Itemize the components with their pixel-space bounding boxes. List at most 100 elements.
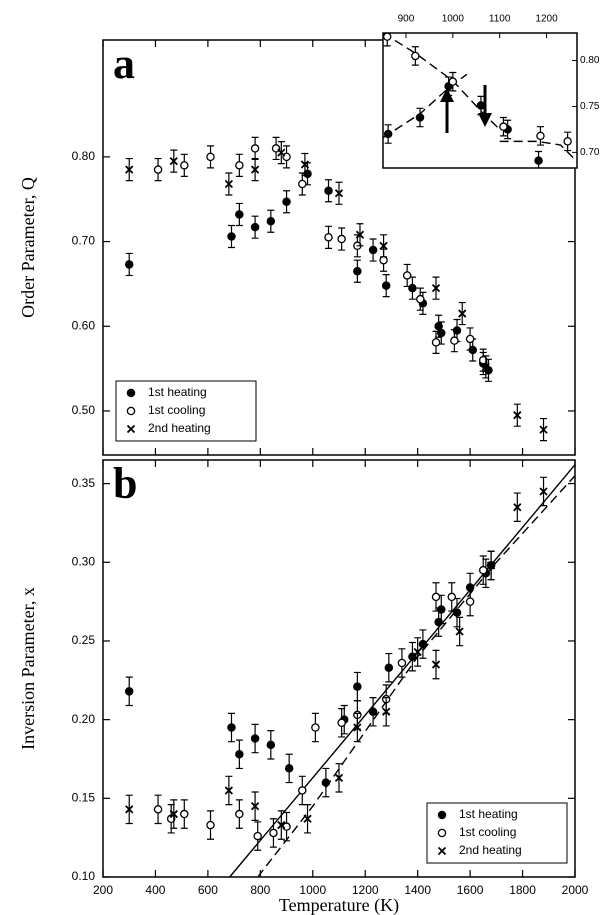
marker-filled bbox=[437, 810, 447, 820]
x-axis-label: Temperature (K) bbox=[279, 895, 399, 915]
legend: 1st heating 1st cooling 2nd heating bbox=[115, 380, 257, 442]
y-tick-label: 0.15 bbox=[72, 790, 96, 804]
marker-filled bbox=[266, 216, 276, 226]
marker-x bbox=[539, 487, 548, 496]
marker-open bbox=[411, 51, 420, 61]
marker-x bbox=[413, 647, 422, 657]
panel-label: a bbox=[113, 39, 135, 88]
marker-filled bbox=[383, 129, 393, 139]
marker-x bbox=[334, 189, 344, 198]
plot-frame bbox=[102, 459, 576, 878]
marker-open bbox=[563, 137, 572, 146]
marker-filled bbox=[408, 283, 417, 293]
marker-filled bbox=[381, 281, 391, 290]
marker-filled bbox=[124, 260, 134, 269]
marker-filled bbox=[452, 326, 462, 335]
marker-open bbox=[166, 814, 176, 824]
marker-filled bbox=[353, 266, 362, 276]
y-tick-label: 0.10 bbox=[72, 869, 96, 883]
marker-filled bbox=[284, 764, 294, 773]
legend-box bbox=[426, 802, 568, 864]
x-tick-label: 1000 bbox=[442, 14, 465, 25]
marker-open bbox=[478, 565, 488, 575]
x-tick-label: 1200 bbox=[352, 883, 379, 897]
marker-open bbox=[324, 233, 333, 242]
legend-label: 2nd heating bbox=[148, 421, 211, 435]
marker-x bbox=[355, 230, 365, 239]
inset-arrows bbox=[440, 85, 492, 133]
marker-x bbox=[353, 723, 362, 732]
marker-x bbox=[379, 241, 388, 250]
y-tick-label: 0.60 bbox=[72, 318, 96, 332]
marker-filled bbox=[250, 222, 260, 232]
marker-open bbox=[206, 820, 215, 830]
marker-open bbox=[311, 723, 320, 732]
marker-x bbox=[539, 425, 548, 434]
x-tick-label: 600 bbox=[198, 883, 218, 897]
marker-filled bbox=[266, 740, 276, 750]
marker-open bbox=[153, 165, 163, 174]
marker-filled bbox=[368, 245, 378, 255]
x-tick-label: 400 bbox=[145, 883, 165, 897]
marker-open bbox=[298, 786, 307, 795]
marker-open bbox=[379, 255, 388, 265]
marker-x bbox=[250, 802, 260, 811]
marker-open bbox=[397, 658, 407, 668]
marker-x bbox=[224, 179, 234, 189]
legend-label: 2nd heating bbox=[459, 843, 522, 857]
marker-open bbox=[206, 152, 215, 162]
marker-open bbox=[180, 809, 189, 819]
marker-open bbox=[402, 271, 412, 280]
marker-x bbox=[224, 786, 234, 795]
x-tick-label: 1200 bbox=[535, 14, 558, 25]
x-tick-label: 1800 bbox=[509, 883, 536, 897]
marker-open bbox=[499, 122, 508, 131]
dashed-fit-line bbox=[383, 73, 468, 139]
marker-open bbox=[337, 234, 346, 244]
arrow-head bbox=[440, 88, 454, 102]
y-tick-label: 0.80 bbox=[580, 55, 600, 66]
marker-filled bbox=[124, 687, 134, 696]
y-tick-label: 0.35 bbox=[72, 476, 96, 490]
y-tick-label: 0.80 bbox=[72, 149, 96, 163]
x-tick-label: 1000 bbox=[299, 883, 326, 897]
panel: 0.70 0.75 0.80 900 1000 1100 1200 bbox=[382, 14, 600, 169]
marker-open bbox=[235, 161, 244, 170]
marker-x bbox=[437, 846, 447, 856]
marker-x bbox=[431, 284, 441, 293]
x-tick-label: 1600 bbox=[457, 883, 484, 897]
marker-x bbox=[455, 627, 464, 636]
marker-filled bbox=[321, 778, 331, 787]
marker-filled bbox=[250, 734, 260, 743]
marker-open bbox=[126, 406, 136, 416]
marker-filled bbox=[384, 663, 394, 672]
y-tick-label: 0.20 bbox=[72, 712, 96, 726]
marker-open bbox=[447, 592, 457, 602]
marker-filled bbox=[437, 605, 446, 614]
marker-x bbox=[513, 411, 522, 420]
marker-filled bbox=[437, 328, 446, 338]
marker-open bbox=[180, 161, 189, 170]
x-tick-label: 800 bbox=[250, 883, 270, 897]
marker-x bbox=[303, 814, 312, 823]
marker-x bbox=[250, 165, 260, 174]
y-tick-label: 0.30 bbox=[72, 554, 96, 568]
marker-x bbox=[277, 820, 286, 830]
panel-label: b bbox=[113, 459, 137, 508]
legend-label: 1st cooling bbox=[148, 403, 205, 417]
marker-filled bbox=[368, 707, 378, 717]
y-tick-label: 0.70 bbox=[580, 147, 600, 158]
marker-open bbox=[235, 809, 244, 819]
y-tick-label: 0.70 bbox=[72, 234, 96, 248]
marker-open bbox=[450, 336, 459, 345]
marker-filled bbox=[282, 197, 291, 207]
marker-x bbox=[125, 165, 134, 174]
marker-x bbox=[126, 424, 136, 434]
marker-x bbox=[169, 809, 178, 819]
marker-filled bbox=[227, 232, 236, 241]
marker-open bbox=[337, 718, 346, 728]
marker-filled bbox=[235, 210, 244, 219]
y-tick-label: 0.75 bbox=[580, 101, 600, 112]
marker-x bbox=[382, 707, 391, 716]
marker-filled bbox=[227, 723, 236, 732]
